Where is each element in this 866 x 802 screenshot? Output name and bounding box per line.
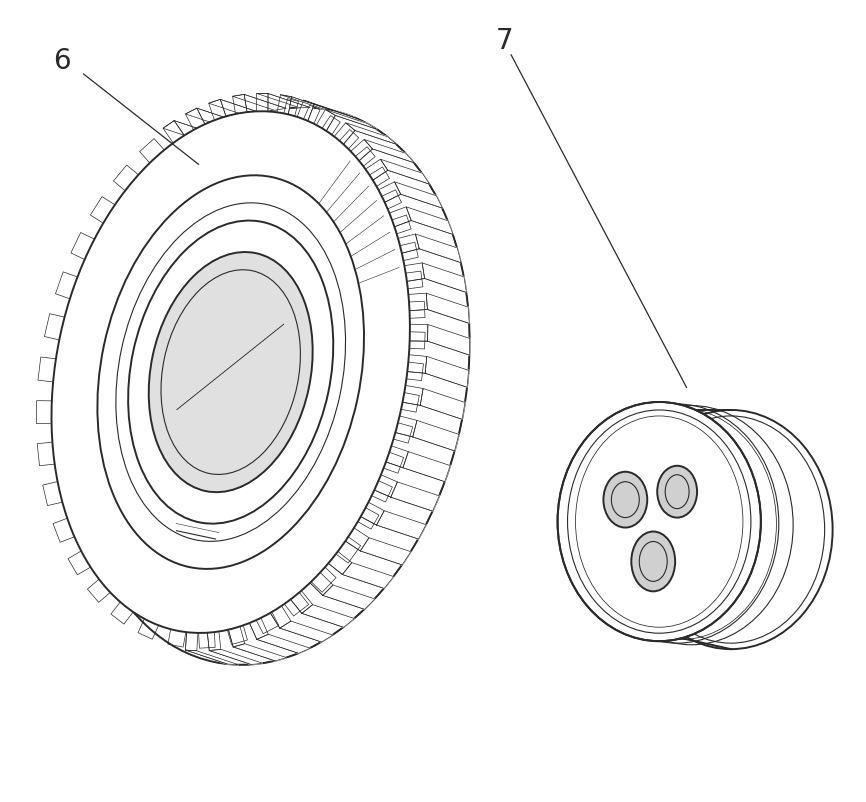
Ellipse shape <box>51 112 410 633</box>
Polygon shape <box>326 111 378 130</box>
Polygon shape <box>425 357 469 387</box>
Polygon shape <box>316 111 335 132</box>
Polygon shape <box>209 100 226 121</box>
Polygon shape <box>277 95 292 115</box>
Polygon shape <box>185 633 198 651</box>
Text: 7: 7 <box>495 27 514 55</box>
Polygon shape <box>229 626 245 647</box>
Polygon shape <box>403 452 450 482</box>
Polygon shape <box>256 95 310 108</box>
Ellipse shape <box>149 253 313 492</box>
Ellipse shape <box>75 108 469 665</box>
Polygon shape <box>291 591 313 614</box>
Ellipse shape <box>128 221 333 524</box>
Polygon shape <box>323 585 375 610</box>
Polygon shape <box>395 183 443 209</box>
Polygon shape <box>378 183 401 203</box>
Polygon shape <box>185 109 239 129</box>
Ellipse shape <box>97 176 364 569</box>
Polygon shape <box>410 325 428 342</box>
Polygon shape <box>361 503 385 525</box>
Polygon shape <box>310 573 333 596</box>
Polygon shape <box>398 235 419 254</box>
Polygon shape <box>342 563 394 589</box>
Polygon shape <box>207 632 221 650</box>
Polygon shape <box>422 264 467 293</box>
Polygon shape <box>302 605 354 627</box>
Polygon shape <box>328 552 352 575</box>
Polygon shape <box>428 325 469 356</box>
Polygon shape <box>426 294 469 324</box>
Polygon shape <box>281 95 333 111</box>
Polygon shape <box>257 634 310 654</box>
Polygon shape <box>351 140 372 161</box>
Polygon shape <box>374 475 397 497</box>
Polygon shape <box>270 606 291 628</box>
Polygon shape <box>403 386 423 406</box>
Ellipse shape <box>558 403 761 642</box>
Ellipse shape <box>604 472 647 528</box>
Polygon shape <box>409 294 428 311</box>
Polygon shape <box>233 644 287 661</box>
Polygon shape <box>233 95 247 115</box>
Polygon shape <box>297 101 314 122</box>
Polygon shape <box>391 482 439 512</box>
Polygon shape <box>413 421 459 452</box>
Polygon shape <box>280 622 333 642</box>
Polygon shape <box>334 124 355 145</box>
Polygon shape <box>420 389 465 419</box>
Polygon shape <box>360 538 410 565</box>
Polygon shape <box>163 121 216 143</box>
Polygon shape <box>209 100 262 118</box>
Polygon shape <box>185 650 239 665</box>
Polygon shape <box>210 650 262 665</box>
Polygon shape <box>163 121 184 144</box>
Polygon shape <box>256 95 268 112</box>
Ellipse shape <box>657 466 697 518</box>
Polygon shape <box>346 529 369 551</box>
Text: 6: 6 <box>54 47 71 75</box>
Polygon shape <box>249 618 268 639</box>
Polygon shape <box>396 416 417 437</box>
Polygon shape <box>404 264 424 282</box>
Polygon shape <box>365 160 388 181</box>
Ellipse shape <box>630 411 832 650</box>
Ellipse shape <box>631 532 675 592</box>
Polygon shape <box>386 446 409 468</box>
Polygon shape <box>380 160 430 185</box>
Polygon shape <box>390 208 411 228</box>
Polygon shape <box>346 124 397 145</box>
Polygon shape <box>233 95 286 111</box>
Polygon shape <box>377 511 426 540</box>
Polygon shape <box>364 140 414 164</box>
Polygon shape <box>406 208 453 235</box>
Polygon shape <box>407 355 427 374</box>
Polygon shape <box>185 109 205 131</box>
Polygon shape <box>416 235 461 263</box>
Polygon shape <box>304 101 356 119</box>
